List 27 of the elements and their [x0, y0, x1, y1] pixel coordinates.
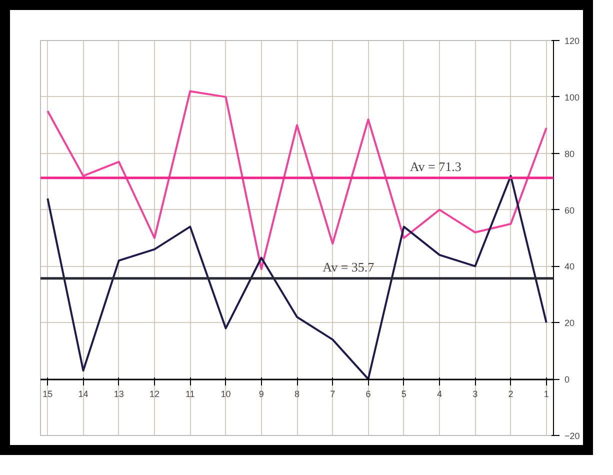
y-tick-label: 60 — [564, 205, 575, 216]
y-tick-label: 80 — [564, 148, 575, 159]
x-tick-label: 10 — [220, 389, 231, 400]
y-tick-label: 0 — [564, 374, 570, 385]
x-tick-label: 9 — [258, 389, 264, 400]
x-tick-label: 7 — [330, 389, 336, 400]
x-tick-label: 5 — [401, 389, 406, 400]
x-tick-label: 4 — [436, 389, 442, 400]
ref-line-label: Av = 71.3 — [410, 158, 462, 174]
x-tick-label: 14 — [78, 389, 88, 400]
x-tick-label: 6 — [366, 389, 371, 400]
line-series — [46, 174, 548, 380]
y-tick-label: −20 — [564, 431, 580, 441]
x-tick-label: 8 — [294, 389, 300, 400]
y-tick-label: 20 — [564, 318, 575, 328]
x-tick-label: 1 — [544, 389, 549, 400]
x-tick-label: 15 — [42, 389, 53, 400]
y-tick-label: 100 — [564, 92, 580, 102]
x-tick-label: 12 — [149, 389, 160, 400]
x-tick-label: 2 — [508, 389, 514, 400]
ref-line-label: Av = 35.7 — [322, 259, 375, 274]
y-tick-label: 40 — [564, 262, 575, 272]
y-tick-label: 120 — [564, 36, 580, 46]
line-series — [46, 90, 548, 270]
x-tick-label: 11 — [185, 389, 195, 400]
x-tick-label: 13 — [114, 389, 124, 400]
x-tick-label: 3 — [472, 389, 478, 400]
